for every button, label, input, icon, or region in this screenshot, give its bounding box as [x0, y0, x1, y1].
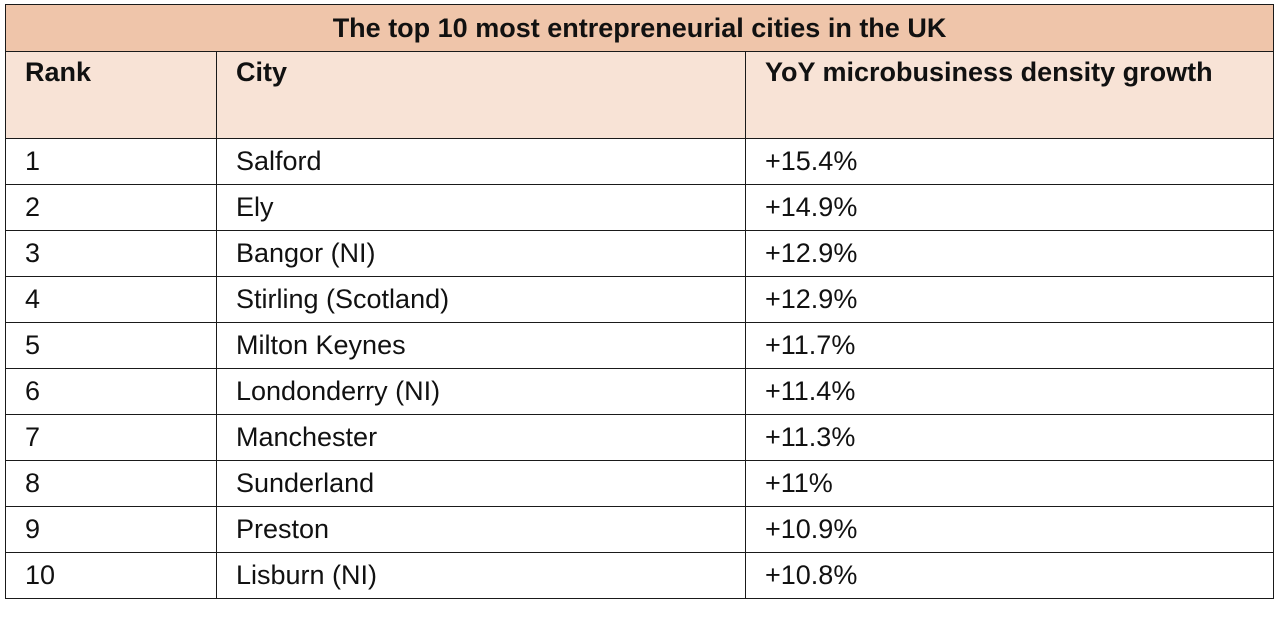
city-cell: Manchester [216, 414, 746, 461]
table-row: 9 Preston +10.9% [5, 506, 1275, 553]
table-row: 2 Ely +14.9% [5, 184, 1275, 231]
table-row: 7 Manchester +11.3% [5, 414, 1275, 461]
city-cell: Londonderry (NI) [216, 368, 746, 415]
city-cell: Salford [216, 138, 746, 185]
rank-cell: 9 [5, 506, 217, 553]
rank-column-header: Rank [5, 51, 217, 139]
table-row: 4 Stirling (Scotland) +12.9% [5, 276, 1275, 323]
table-title: The top 10 most entrepreneurial cities i… [4, 4, 1275, 52]
rank-cell: 7 [5, 414, 217, 461]
city-cell: Ely [216, 184, 746, 231]
table-row: 10 Lisburn (NI) +10.8% [5, 552, 1275, 599]
table-body: 1 Salford +15.4% 2 Ely +14.9% 3 Bangor (… [5, 138, 1275, 599]
rank-cell: 3 [5, 230, 217, 277]
growth-cell: +12.9% [744, 276, 1275, 323]
city-cell: Milton Keynes [216, 322, 746, 369]
growth-cell: +15.4% [744, 138, 1275, 185]
growth-cell: +11.4% [744, 368, 1275, 415]
city-cell: Preston [216, 506, 746, 553]
table-row: 3 Bangor (NI) +12.9% [5, 230, 1275, 277]
table-row: 6 Londonderry (NI) +11.4% [5, 368, 1275, 415]
rank-cell: 4 [5, 276, 217, 323]
growth-cell: +11% [744, 460, 1275, 507]
table-title-row: The top 10 most entrepreneurial cities i… [4, 4, 1275, 52]
rank-cell: 6 [5, 368, 217, 415]
growth-cell: +11.3% [744, 414, 1275, 461]
rank-cell: 2 [5, 184, 217, 231]
entrepreneurial-cities-table-container: The top 10 most entrepreneurial cities i… [4, 4, 1275, 599]
table-row: 5 Milton Keynes +11.7% [5, 322, 1275, 369]
table-row: 8 Sunderland +11% [5, 460, 1275, 507]
entrepreneurial-cities-table: The top 10 most entrepreneurial cities i… [4, 4, 1275, 599]
rank-cell: 10 [5, 552, 217, 599]
rank-cell: 5 [5, 322, 217, 369]
city-cell: Lisburn (NI) [216, 552, 746, 599]
growth-cell: +12.9% [744, 230, 1275, 277]
column-header-row: Rank City YoY microbusiness density grow… [5, 51, 1275, 139]
city-cell: Stirling (Scotland) [216, 276, 746, 323]
growth-column-header: YoY microbusiness density growth [744, 51, 1275, 139]
city-cell: Sunderland [216, 460, 746, 507]
rank-cell: 8 [5, 460, 217, 507]
city-cell: Bangor (NI) [216, 230, 746, 277]
table-row: 1 Salford +15.4% [5, 138, 1275, 185]
growth-cell: +10.8% [744, 552, 1275, 599]
growth-cell: +10.9% [744, 506, 1275, 553]
growth-cell: +14.9% [744, 184, 1275, 231]
growth-cell: +11.7% [744, 322, 1275, 369]
rank-cell: 1 [5, 138, 217, 185]
city-column-header: City [216, 51, 746, 139]
